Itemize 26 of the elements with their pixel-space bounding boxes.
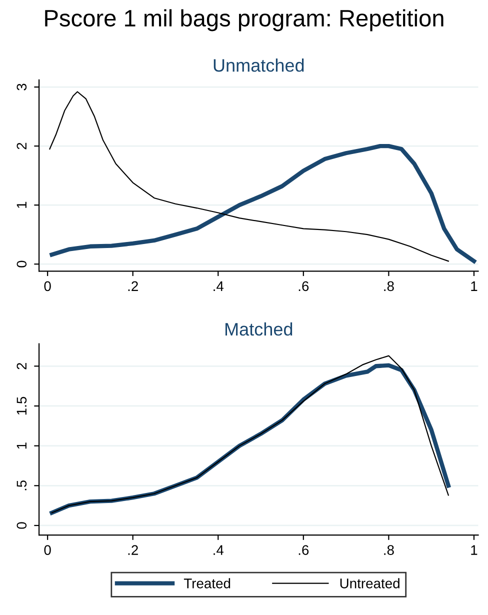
text: Pscore 1 mil bags program: Repetition [45,9,444,32]
legend-label: Untreated [340,578,400,588]
legend-label: Treated [184,578,230,588]
x-tick-label: 1 [471,545,478,555]
x-tick-label: .8 [384,545,394,555]
y-tick-label: 2 [16,362,26,370]
chart-title: Unmatched [214,58,304,72]
y-tick-label: 0 [16,522,27,529]
x-tick-label: .6 [298,545,309,555]
x-tick-label: 1 [471,281,478,291]
y-tick-label: 1 [16,442,26,449]
chart-title: Matched [226,322,292,336]
x-tick-label: .2 [128,545,138,555]
x-tick-label: 0 [44,545,51,555]
x-tick-label: .8 [384,281,394,292]
y-tick-label: 2 [16,142,26,150]
y-tick-label: 1 [16,202,26,208]
y-tick-label: 3 [16,84,27,90]
x-tick-label: .4 [214,545,224,555]
x-tick-label: 0 [44,281,51,292]
x-tick-label: .2 [128,281,138,291]
y-tick-label: 1.5 [16,396,27,415]
x-tick-label: .6 [298,281,309,292]
y-tick-label: .5 [16,480,27,490]
y-tick-label: 0 [16,260,27,268]
x-tick-label: .4 [214,281,224,291]
